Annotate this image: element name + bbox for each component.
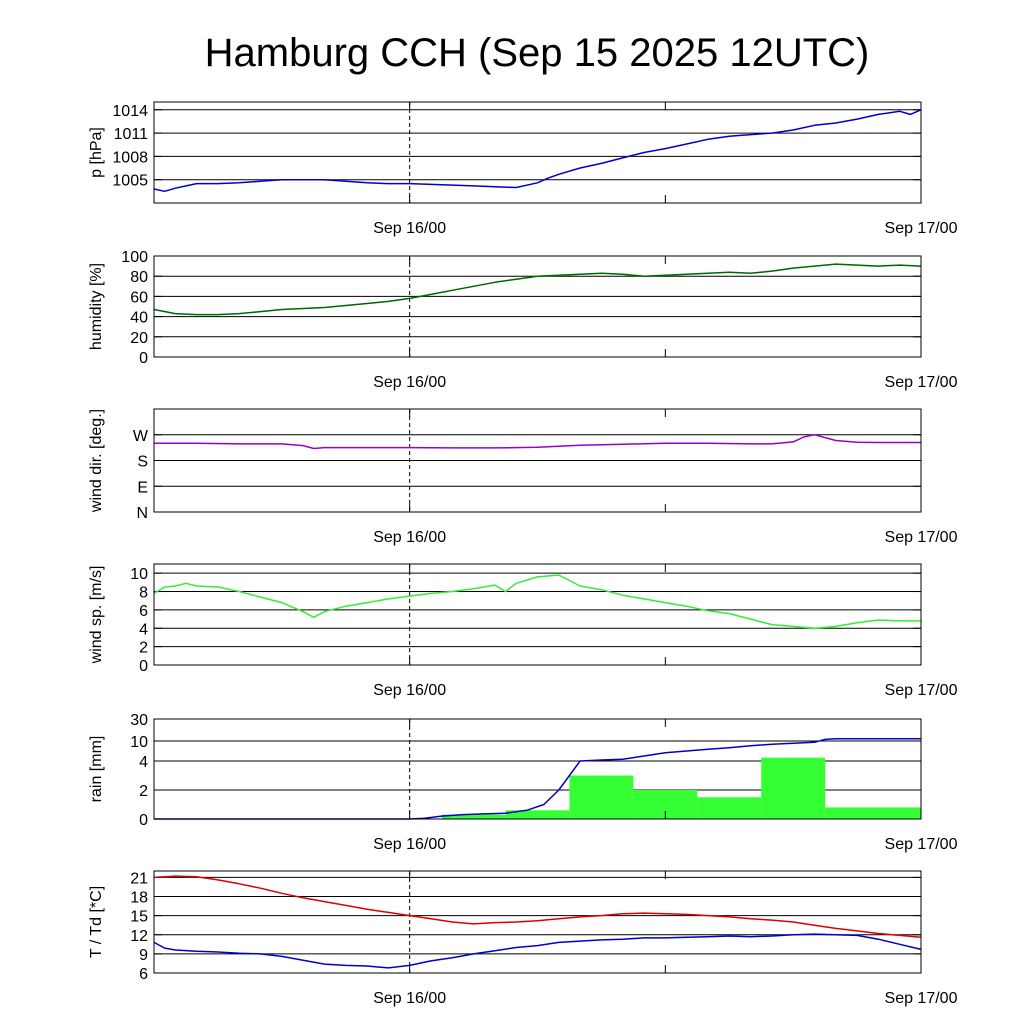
y-axis-label: wind sp. [m/s] [88,566,105,665]
y-tick-label: 0 [139,812,148,829]
y-tick-label: 80 [130,269,148,286]
x-tick-label: Sep 16/00 [373,836,446,853]
y-tick-label: 10 [130,566,148,583]
series-line-1 [154,738,921,820]
y-tick-label: 30 [130,712,148,729]
y-tick-label: W [133,428,149,445]
x-tick-label: Sep 16/00 [373,220,446,237]
x-tick-label: Sep 16/00 [373,374,446,391]
y-tick-label: 0 [139,658,148,675]
panel-4: 02 468 10 Sep 16/00 Sep 17/00 wind sp. [m/s] [88,563,958,699]
x-tick-label: Sep 17/00 [885,836,958,853]
y-tick-label: 4 [139,621,148,638]
y-tick-label: 18 [130,890,148,907]
plot-frame [153,563,922,666]
y-axis-label: humidity [%] [88,263,105,350]
rain-bar [825,807,921,819]
y-tick-label: E [137,479,148,496]
y-tick-label: 6 [139,603,148,620]
y-tick-label: 4 [139,754,148,771]
x-tick-label: Sep 16/00 [373,529,446,546]
rain-bar [441,814,506,819]
y-tick-label: S [137,454,148,471]
panel-6: 6 9 12 15 18 21 Sep 16/00 Sep 17/00 T / Td [*C] [88,870,958,1007]
y-axis-label: p [hPa] [88,127,105,178]
y-tick-label: 100 [121,249,148,266]
x-tick-label: Sep 17/00 [885,529,958,546]
y-tick-label: 2 [139,640,148,657]
y-tick-label: 1008 [112,149,148,166]
series-line-1 [154,434,921,450]
x-tick-label: Sep 17/00 [885,990,958,1007]
plot-frame [153,870,922,974]
y-tick-label: 0 [139,350,148,367]
y-tick-label: 1005 [112,173,148,190]
y-tick-label: 8 [139,585,148,602]
y-tick-label: 15 [130,909,148,926]
x-tick-label: Sep 17/00 [885,220,958,237]
y-tick-label: 2 [139,783,148,800]
y-tick-label: 1011 [114,126,149,143]
y-tick-label: 40 [130,310,148,327]
x-tick-label: Sep 16/00 [373,682,446,699]
panel-2: 0 20 40 60 80 100 Sep 16/00 Sep 17/00 humidity [… [88,249,958,391]
series-line-1 [153,109,922,193]
panel-1: 1005 1008 1011 1014 Sep 16/00 Sep 17/00 p [hPa… [88,101,958,237]
y-axis-label: rain [mm] [88,736,105,803]
y-tick-label: 6 [139,966,148,983]
chart-title: Hamburg CCH (Sep 15 2025 12UTC) [205,31,870,75]
series-line-1 [153,263,922,316]
rain-bar [505,810,570,819]
y-tick-label: 20 [130,330,148,347]
rain-bar [569,775,634,819]
y-tick-label: 60 [130,289,148,306]
rain-bar [761,757,826,819]
series-line-2 [153,933,922,969]
y-tick-label: N [136,505,148,522]
x-tick-label: Sep 16/00 [373,990,446,1007]
y-tick-label: 21 [130,870,148,887]
y-tick-label: 12 [130,928,148,945]
series-line-1 [153,574,921,630]
rain-bar [697,797,762,819]
plot-frame [153,255,922,358]
y-tick-label: 10 [130,734,148,751]
plot-frame [153,718,922,820]
x-tick-label: Sep 17/00 [885,374,958,391]
x-tick-label: Sep 17/00 [885,682,958,699]
y-tick-label: 9 [139,947,148,964]
series-line-1 [153,875,922,939]
panel-5: 0 2 4 10 30 Sep 16/00 Sep 17/00 rain [mm] [88,712,958,853]
y-tick-label: 1014 [112,103,148,120]
plot-frame [153,408,922,513]
plot-frame [153,101,922,204]
y-axis-label: wind dir. [deg.] [88,409,105,513]
y-axis-label: T / Td [*C] [88,886,105,958]
